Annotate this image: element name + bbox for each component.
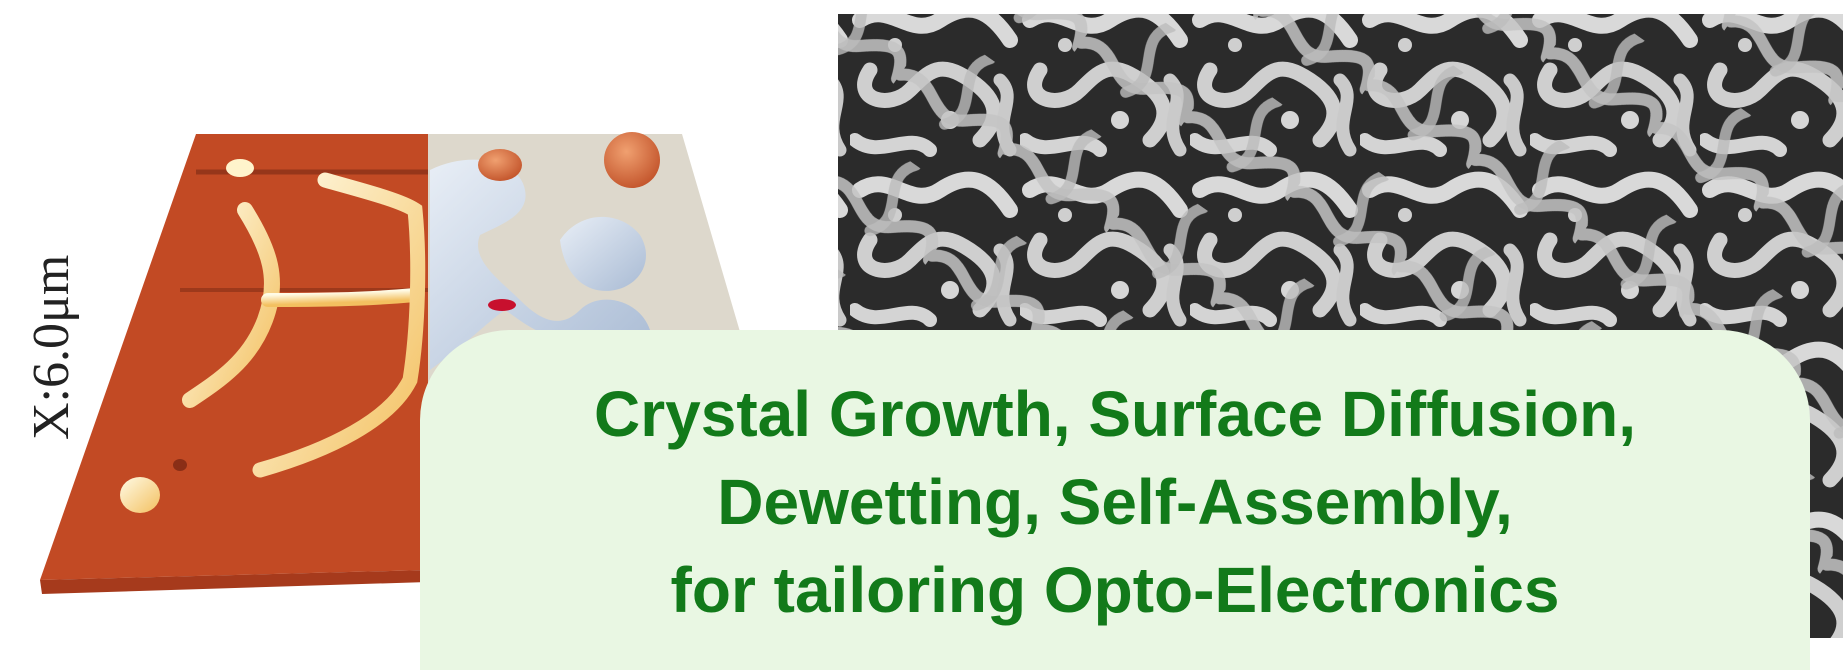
caption-line-2: Dewetting, Self-Assembly,: [717, 466, 1513, 538]
caption-line-3: for tailoring Opto-Electronics: [670, 554, 1560, 626]
caption-box: Crystal Growth, Surface Diffusion, Dewet…: [420, 330, 1810, 670]
afm-axis-label: X:6.0μm: [23, 254, 80, 440]
figure-collage: [40, 14, 1843, 638]
afm-topography: [40, 134, 428, 594]
caption-line-1: Crystal Growth, Surface Diffusion,: [594, 378, 1636, 450]
